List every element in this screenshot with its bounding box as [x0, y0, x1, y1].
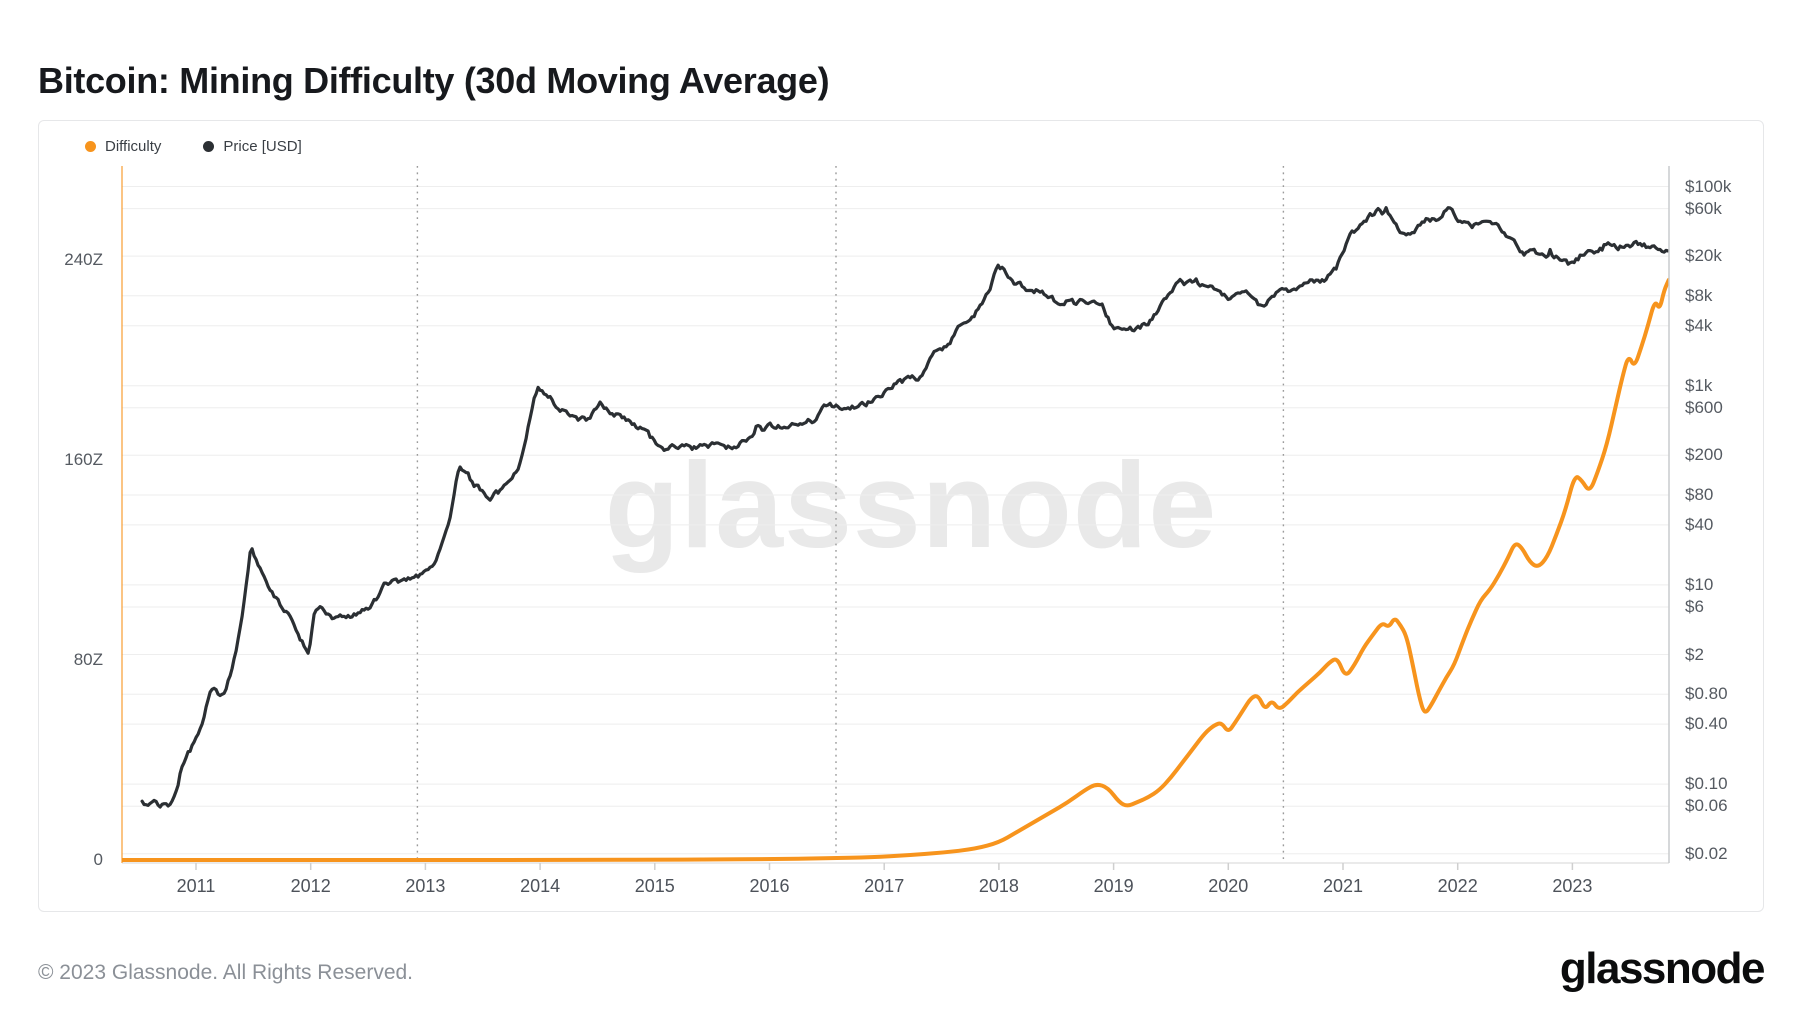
x-tick-label: 2021: [1322, 876, 1364, 896]
price-line: [140, 206, 1669, 809]
glassnode-logo: glassnode: [1559, 944, 1766, 993]
x-tick-label: 2015: [634, 876, 675, 896]
y-right-tick-label: $60k: [1685, 198, 1722, 218]
x-tick-label: 2023: [1552, 876, 1593, 896]
x-tick-label: 2017: [864, 876, 905, 896]
y-left-tick-label: 160Z: [64, 450, 103, 469]
y-left-tick-label: 0: [93, 850, 103, 869]
x-tick-label: 2016: [749, 876, 790, 896]
y-right-tick-label: $0.80: [1685, 684, 1728, 704]
legend-item-price[interactable]: Price [USD]: [203, 138, 302, 155]
x-tick-label: 2019: [1093, 876, 1134, 896]
glassnode-watermark: glassnode: [604, 437, 1218, 573]
y-right-tick-label: $80: [1685, 484, 1714, 504]
x-tick-label: 2014: [520, 876, 561, 896]
page-title: Bitcoin: Mining Difficulty (30d Moving A…: [38, 60, 830, 101]
x-tick-label: 2020: [1208, 876, 1249, 896]
price-series-dot-icon: [203, 141, 215, 152]
copyright-text: © 2023 Glassnode. All Rights Reserved.: [38, 961, 414, 984]
y-right-tick-label: $2: [1685, 644, 1704, 664]
y-right-tick-label: $8k: [1685, 285, 1713, 305]
x-tick-label: 2013: [405, 876, 446, 896]
legend-item-difficulty[interactable]: Difficulty: [85, 138, 161, 155]
y-right-tick-label: $6: [1685, 596, 1704, 616]
y-right-tick-label: $4k: [1685, 315, 1713, 335]
chart-legend: Difficulty Price [USD]: [85, 138, 302, 155]
y-right-tick-label: $10: [1685, 574, 1714, 594]
y-right-tick-label: $20k: [1685, 246, 1722, 266]
chart-card: Difficulty Price [USD] glassnode 0 80Z 160…: [38, 120, 1764, 912]
chart-plot-area[interactable]: [39, 121, 1763, 911]
y-right-tick-label: $0.02: [1685, 843, 1728, 863]
legend-label-difficulty: Difficulty: [105, 138, 162, 155]
y-right-tick-label: $0.06: [1685, 796, 1728, 816]
y-right-tick-label: $200: [1685, 445, 1723, 465]
y-right-tick-label: $1k: [1685, 375, 1713, 395]
y-left-tick-label: 240Z: [64, 250, 103, 269]
x-tick-label: 2011: [176, 876, 216, 896]
difficulty-line: [122, 278, 1669, 862]
y-right-tick-label: $100k: [1685, 176, 1732, 196]
legend-label-price: Price [USD]: [223, 138, 302, 155]
x-tick-label: 2022: [1437, 876, 1478, 896]
y-right-tick-label: $40: [1685, 514, 1714, 534]
y-right-tick-label: $0.40: [1685, 714, 1728, 734]
x-tick-label: 2018: [978, 876, 1019, 896]
x-tick-label: 2012: [290, 876, 331, 896]
y-right-tick-label: $0.10: [1685, 774, 1728, 794]
y-right-tick-label: $600: [1685, 397, 1723, 417]
difficulty-series-dot-icon: [85, 141, 96, 152]
y-left-tick-label: 80Z: [73, 650, 103, 669]
